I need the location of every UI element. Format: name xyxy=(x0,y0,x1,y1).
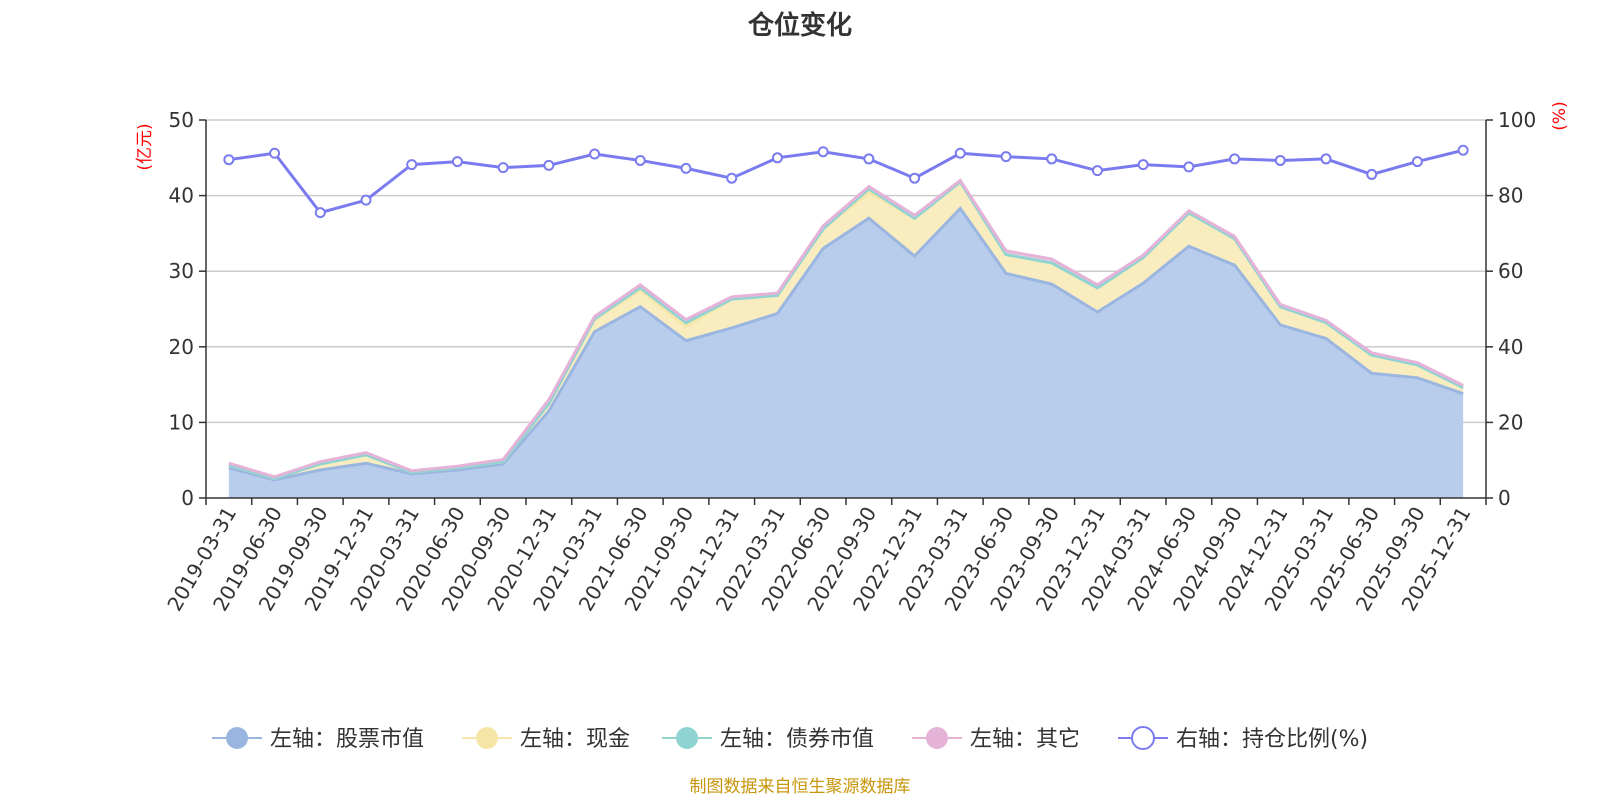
legend-marker xyxy=(476,727,498,749)
ratio-point[interactable] xyxy=(1046,153,1058,165)
left-tick-label: 10 xyxy=(169,410,194,434)
ratio-point[interactable] xyxy=(589,148,601,160)
ratio-line-path xyxy=(228,148,1464,215)
ratio-point[interactable] xyxy=(1183,161,1195,173)
ratio-point[interactable] xyxy=(314,207,326,219)
ratio-point[interactable] xyxy=(1457,144,1469,156)
legend-marker xyxy=(226,727,248,749)
area-edge-series-0 xyxy=(228,206,1464,482)
legend[interactable]: 左轴：股票市值 左轴：现金 左轴：债券市值 左轴：其它 右轴：持仓比例(%) xyxy=(212,726,1368,752)
ratio-point[interactable] xyxy=(360,194,372,206)
ratio-point[interactable] xyxy=(954,147,966,159)
ratio-point[interactable] xyxy=(771,152,783,164)
legend-marker xyxy=(1131,726,1155,750)
legend-item[interactable]: 左轴：其它 xyxy=(912,727,1080,752)
left-tick-label: 0 xyxy=(181,486,194,510)
ratio-point[interactable] xyxy=(863,153,875,165)
area-series-1 xyxy=(228,181,1464,480)
right-tick-label: 0 xyxy=(1498,486,1511,510)
right-tick-label: 40 xyxy=(1498,335,1523,359)
source-note: 制图数据来自恒生聚源数据库 xyxy=(690,777,911,797)
ratio-point[interactable] xyxy=(1366,168,1378,180)
chart-title: 仓位变化 xyxy=(747,10,852,41)
right-tick-label: 20 xyxy=(1498,410,1523,434)
ratio-point[interactable] xyxy=(1091,165,1103,177)
ratio-point[interactable] xyxy=(1274,154,1286,166)
legend-label: 左轴：股票市值 xyxy=(270,727,424,752)
right-tick-label: 80 xyxy=(1498,184,1523,208)
left-tick-label: 40 xyxy=(169,184,194,208)
legend-item[interactable]: 右轴：持仓比例(%) xyxy=(1118,726,1368,752)
right-tick-label: 100 xyxy=(1498,108,1536,132)
stacked-areas xyxy=(228,178,1464,498)
legend-label: 右轴：持仓比例(%) xyxy=(1176,727,1368,752)
legend-item[interactable]: 左轴：债券市值 xyxy=(662,727,874,752)
area-series-0 xyxy=(228,208,1464,498)
ratio-point[interactable] xyxy=(1137,159,1149,171)
legend-marker xyxy=(926,727,948,749)
ratio-point[interactable] xyxy=(1000,151,1012,163)
ratio-point[interactable] xyxy=(269,147,281,159)
legend-marker xyxy=(676,727,698,749)
legend-item[interactable]: 左轴：现金 xyxy=(462,727,630,752)
right-tick-label: 60 xyxy=(1498,259,1523,283)
legend-label: 左轴：其它 xyxy=(970,727,1080,752)
left-tick-label: 30 xyxy=(169,259,194,283)
legend-label: 左轴：现金 xyxy=(520,727,630,752)
holding-ratio-line xyxy=(223,144,1469,219)
ratio-point[interactable] xyxy=(634,154,646,166)
ratio-point[interactable] xyxy=(726,172,738,184)
ratio-point[interactable] xyxy=(817,146,829,158)
right-axis-unit: (%) xyxy=(1550,101,1570,130)
left-tick-label: 20 xyxy=(169,335,194,359)
ratio-point[interactable] xyxy=(406,159,418,171)
ratio-point[interactable] xyxy=(680,162,692,174)
ratio-point[interactable] xyxy=(543,159,555,171)
legend-item[interactable]: 左轴：股票市值 xyxy=(212,727,424,752)
ratio-point[interactable] xyxy=(451,156,463,168)
ratio-point[interactable] xyxy=(1411,156,1423,168)
area-edge-series-3 xyxy=(228,178,1464,479)
ratio-point[interactable] xyxy=(909,172,921,184)
left-tick-label: 50 xyxy=(169,108,194,132)
left-axis-unit: (亿元) xyxy=(135,123,155,170)
ratio-point[interactable] xyxy=(1320,153,1332,165)
legend-label: 左轴：债券市值 xyxy=(720,727,874,752)
ratio-point[interactable] xyxy=(1229,153,1241,165)
ratio-point[interactable] xyxy=(223,154,235,166)
ratio-point[interactable] xyxy=(497,162,509,174)
